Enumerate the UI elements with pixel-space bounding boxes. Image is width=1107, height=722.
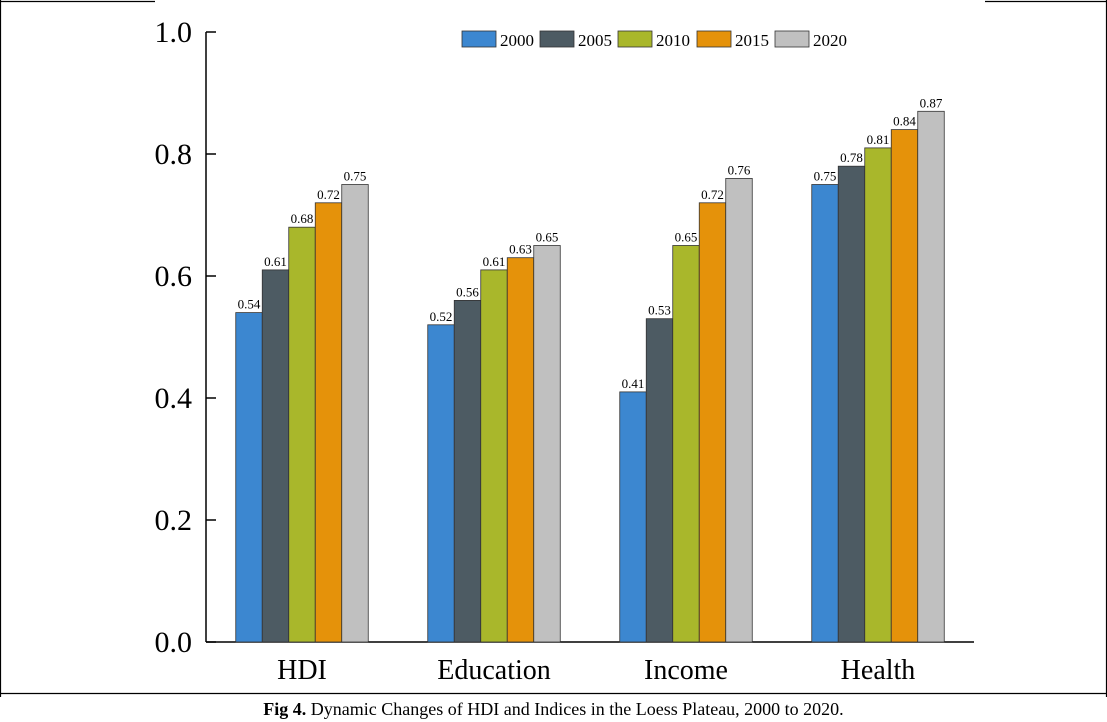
bar <box>262 270 289 642</box>
value-label: 0.41 <box>622 376 645 391</box>
legend-label: 2000 <box>500 31 534 50</box>
bar <box>620 392 647 642</box>
bar <box>289 227 316 642</box>
value-label: 0.72 <box>317 187 340 202</box>
value-label: 0.76 <box>728 162 751 177</box>
value-label: 0.84 <box>893 114 916 129</box>
legend-swatch <box>618 31 652 47</box>
legend-label: 2010 <box>656 31 690 50</box>
value-label: 0.72 <box>701 187 724 202</box>
y-tick-label: 0.4 <box>155 382 193 415</box>
value-label: 0.75 <box>344 169 367 184</box>
legend-swatch <box>462 31 496 47</box>
y-tick-label: 0.8 <box>155 138 193 171</box>
value-label: 0.81 <box>867 132 890 147</box>
legend-swatch <box>540 31 574 47</box>
caption-label: Fig 4. <box>263 699 306 719</box>
bar <box>315 203 342 642</box>
x-tick-label: HDI <box>277 655 327 686</box>
bar <box>891 130 918 642</box>
bar <box>534 246 561 643</box>
legend-label: 2020 <box>813 31 847 50</box>
x-tick-label: Health <box>841 655 916 686</box>
legend: 2000 2005 2010 2015 2020 <box>462 31 847 50</box>
value-label: 0.68 <box>291 211 314 226</box>
bar <box>699 203 726 642</box>
value-label: 0.87 <box>920 95 943 110</box>
y-tick-label: 0.6 <box>155 260 193 293</box>
caption-text: Dynamic Changes of HDI and Indices in th… <box>306 699 843 719</box>
bar <box>454 300 481 642</box>
bar <box>865 148 892 642</box>
y-tick-label: 0.2 <box>155 504 193 537</box>
bar <box>428 325 455 642</box>
x-tick-label: Income <box>644 655 728 686</box>
x-tick-label: Education <box>437 655 551 686</box>
legend-swatch <box>775 31 809 47</box>
value-label: 0.53 <box>648 303 671 318</box>
bar <box>812 185 839 643</box>
value-label: 0.52 <box>430 309 453 324</box>
value-label: 0.61 <box>483 254 506 269</box>
y-tick-label: 1.0 <box>155 16 193 49</box>
legend-swatch <box>697 31 731 47</box>
bar-chart: 0.0 0.2 0.4 0.6 0.8 1.0 HDI Education Income Heal… <box>0 0 1107 697</box>
value-label: 0.63 <box>509 242 532 257</box>
y-tick-label: 0.0 <box>155 626 193 659</box>
value-label: 0.56 <box>456 284 479 299</box>
bar <box>726 178 753 642</box>
legend-label: 2005 <box>578 31 612 50</box>
bar <box>918 111 945 642</box>
bars <box>236 111 945 642</box>
figure-caption: Fig 4. Dynamic Changes of HDI and Indice… <box>0 697 1107 722</box>
value-label: 0.65 <box>536 230 559 245</box>
bar <box>507 258 534 642</box>
value-label: 0.61 <box>264 254 287 269</box>
value-label: 0.78 <box>840 150 863 165</box>
bar <box>646 319 673 642</box>
value-label: 0.65 <box>675 230 698 245</box>
bar <box>838 166 865 642</box>
bar <box>673 246 700 643</box>
bar <box>342 185 369 643</box>
legend-label: 2015 <box>735 31 769 50</box>
bar <box>481 270 508 642</box>
value-label: 0.75 <box>814 169 837 184</box>
value-label: 0.54 <box>238 297 261 312</box>
bar <box>236 313 263 642</box>
